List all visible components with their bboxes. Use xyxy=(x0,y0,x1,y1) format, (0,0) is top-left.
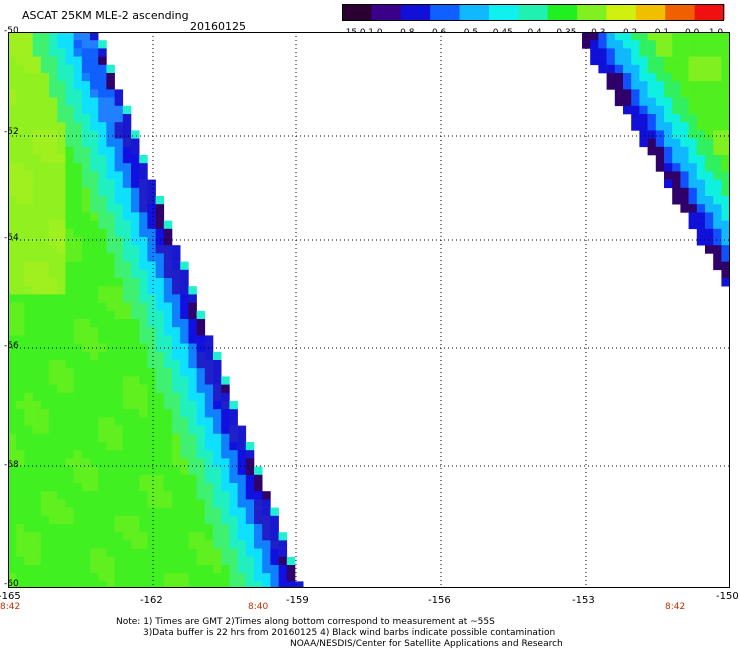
lat-label: -52 xyxy=(4,127,19,137)
legend-swatch xyxy=(635,4,666,20)
map-frame xyxy=(8,32,730,588)
note-line-1: Note: 1) Times are GMT 2)Times along bot… xyxy=(116,617,495,627)
legend-swatch xyxy=(371,4,402,20)
legend-swatch xyxy=(577,4,607,20)
legend-swatch xyxy=(488,4,519,20)
lat-label: -60 xyxy=(4,579,19,589)
note-line-2: 3)Data buffer is 22 hrs from 20160125 4)… xyxy=(143,628,556,638)
lon-label: -156 xyxy=(428,595,451,606)
lon-label: -162 xyxy=(140,595,163,606)
pass-time-label: 8:40 xyxy=(248,602,269,612)
legend-swatch xyxy=(400,4,431,20)
lon-label: -159 xyxy=(286,595,309,606)
lon-label: -153 xyxy=(572,595,595,606)
lon-label: -150 xyxy=(716,591,739,602)
lat-label: -50 xyxy=(4,26,19,36)
legend-swatch xyxy=(430,4,461,20)
map-title: ASCAT 25KM MLE-2 ascending xyxy=(22,9,189,22)
legend-swatch xyxy=(547,4,578,20)
legend-frame xyxy=(342,4,724,21)
swath-map xyxy=(8,32,739,592)
legend-swatch xyxy=(606,4,637,20)
pass-time-label: 8:42 xyxy=(665,602,686,612)
legend-swatch xyxy=(665,4,696,20)
legend-swatch xyxy=(342,4,372,20)
swath-data xyxy=(8,32,739,590)
map-canvas xyxy=(8,32,739,590)
legend-swatch xyxy=(459,4,490,20)
lon-label: -165 xyxy=(0,591,21,602)
lat-label: -56 xyxy=(4,341,19,351)
legend-swatch xyxy=(694,4,725,20)
legend-swatch xyxy=(518,4,549,20)
graticule xyxy=(8,32,730,588)
note-line-3: NOAA/NESDIS/Center for Satellite Applica… xyxy=(290,639,563,649)
lat-label: -54 xyxy=(4,233,19,243)
map-date: 20160125 xyxy=(190,20,246,33)
pass-time-label: 8:42 xyxy=(0,602,21,612)
lat-label: -58 xyxy=(4,460,19,470)
